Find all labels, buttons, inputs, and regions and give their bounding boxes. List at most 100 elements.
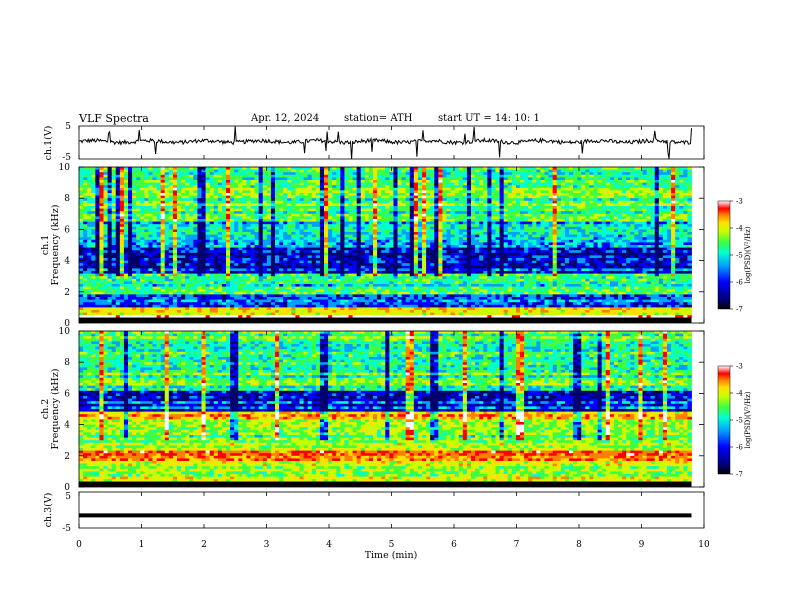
spec-cell <box>299 203 304 207</box>
spec-cell <box>609 242 615 246</box>
spec-cell <box>201 190 206 194</box>
spec-cell <box>291 180 296 183</box>
spec-cell <box>111 213 117 217</box>
spec-cell <box>495 234 500 238</box>
spec-cell <box>83 208 88 212</box>
spec-cell <box>266 229 272 233</box>
spec-cell <box>136 182 141 186</box>
spec-cell <box>291 167 296 170</box>
spec-cell <box>107 190 113 194</box>
spec-cell <box>393 239 398 243</box>
spec-cell <box>352 172 358 176</box>
spec-cell <box>348 250 353 254</box>
spec-cell <box>679 169 684 173</box>
spec-cell <box>438 174 443 178</box>
spec-cell <box>201 193 206 196</box>
spec-cell <box>221 245 227 248</box>
spec-cell <box>132 250 137 254</box>
spec-cell <box>360 172 366 176</box>
spec-cell <box>609 213 615 217</box>
spec-cell <box>630 167 635 170</box>
spec-cell <box>156 195 162 199</box>
spec-cell <box>226 239 231 243</box>
spec-cell <box>123 185 129 189</box>
spec-cell <box>136 167 141 170</box>
spec-cell <box>164 195 170 199</box>
spec-cell <box>405 177 411 181</box>
spec-cell <box>585 174 590 178</box>
spec-cell <box>658 232 664 235</box>
spec-cell <box>597 219 603 222</box>
spec-cell <box>487 185 492 189</box>
spec-cell <box>177 250 182 254</box>
spec-cell <box>168 224 174 228</box>
spec-cell <box>168 167 174 170</box>
spec-cell <box>213 221 219 225</box>
spec-cell <box>328 216 333 220</box>
spec-cell <box>299 180 304 183</box>
spec-cell <box>340 226 345 230</box>
spec-cell <box>344 211 349 215</box>
spec-cell <box>622 245 627 248</box>
spec-cell <box>299 198 304 202</box>
spec-cell <box>593 250 598 254</box>
spec-cell <box>164 232 170 235</box>
spec-cell <box>107 234 113 238</box>
spec-cell <box>221 239 227 243</box>
spec-cell <box>79 239 84 243</box>
spec-cell <box>368 247 374 251</box>
spec-cell <box>79 174 84 178</box>
spec-cell <box>172 193 178 196</box>
spec-cell <box>152 180 157 183</box>
station-label: station= ATH <box>344 113 413 124</box>
spec-cell <box>377 174 382 178</box>
spec-cell <box>111 206 117 209</box>
spec-cell <box>536 237 541 241</box>
spec-cell <box>393 226 398 230</box>
spec-cell <box>454 216 460 220</box>
spec-cell <box>111 226 117 230</box>
spec-cell <box>487 193 492 196</box>
spec-cell <box>103 187 108 191</box>
spec-cell <box>422 232 427 235</box>
spec-cell <box>360 167 366 170</box>
spec-cell <box>409 221 415 225</box>
spec-cell <box>340 211 345 215</box>
spec-cell <box>646 167 652 170</box>
plot-title: VLF Spectra <box>79 112 149 125</box>
spec-cell <box>466 229 472 233</box>
spec-cell <box>564 232 570 235</box>
spec-cell <box>605 208 611 212</box>
spec-cell <box>462 180 468 183</box>
spec-cell <box>160 232 166 235</box>
spec-cell <box>270 185 276 189</box>
spec-cell <box>291 221 296 225</box>
spec-cell <box>201 185 206 189</box>
spec-cell <box>573 174 578 178</box>
spec-cell <box>213 213 219 217</box>
spec-cell <box>307 190 313 194</box>
spec-cell <box>344 180 349 183</box>
spec-cell <box>646 195 652 199</box>
spec-cell <box>532 250 537 254</box>
spec-cell <box>103 221 108 225</box>
spec-cell <box>524 167 529 170</box>
spec-cell <box>564 216 570 220</box>
spec-cell <box>622 224 627 228</box>
spec-cell <box>303 182 309 186</box>
spec-cell <box>511 167 517 170</box>
spec-cell <box>422 203 427 207</box>
spec-cell <box>503 206 509 209</box>
spec-cell <box>340 237 345 241</box>
spec-cell <box>303 200 309 204</box>
spec-cell <box>193 232 198 235</box>
spec-cell <box>552 198 558 202</box>
spec-cell <box>266 167 272 170</box>
spec-cell <box>168 208 174 212</box>
spec-cell <box>128 232 133 235</box>
spec-cell <box>160 187 166 191</box>
spec-cell <box>646 200 652 204</box>
spec-cell <box>287 219 292 222</box>
spec-cell <box>658 180 664 183</box>
spec-cell <box>181 195 186 199</box>
